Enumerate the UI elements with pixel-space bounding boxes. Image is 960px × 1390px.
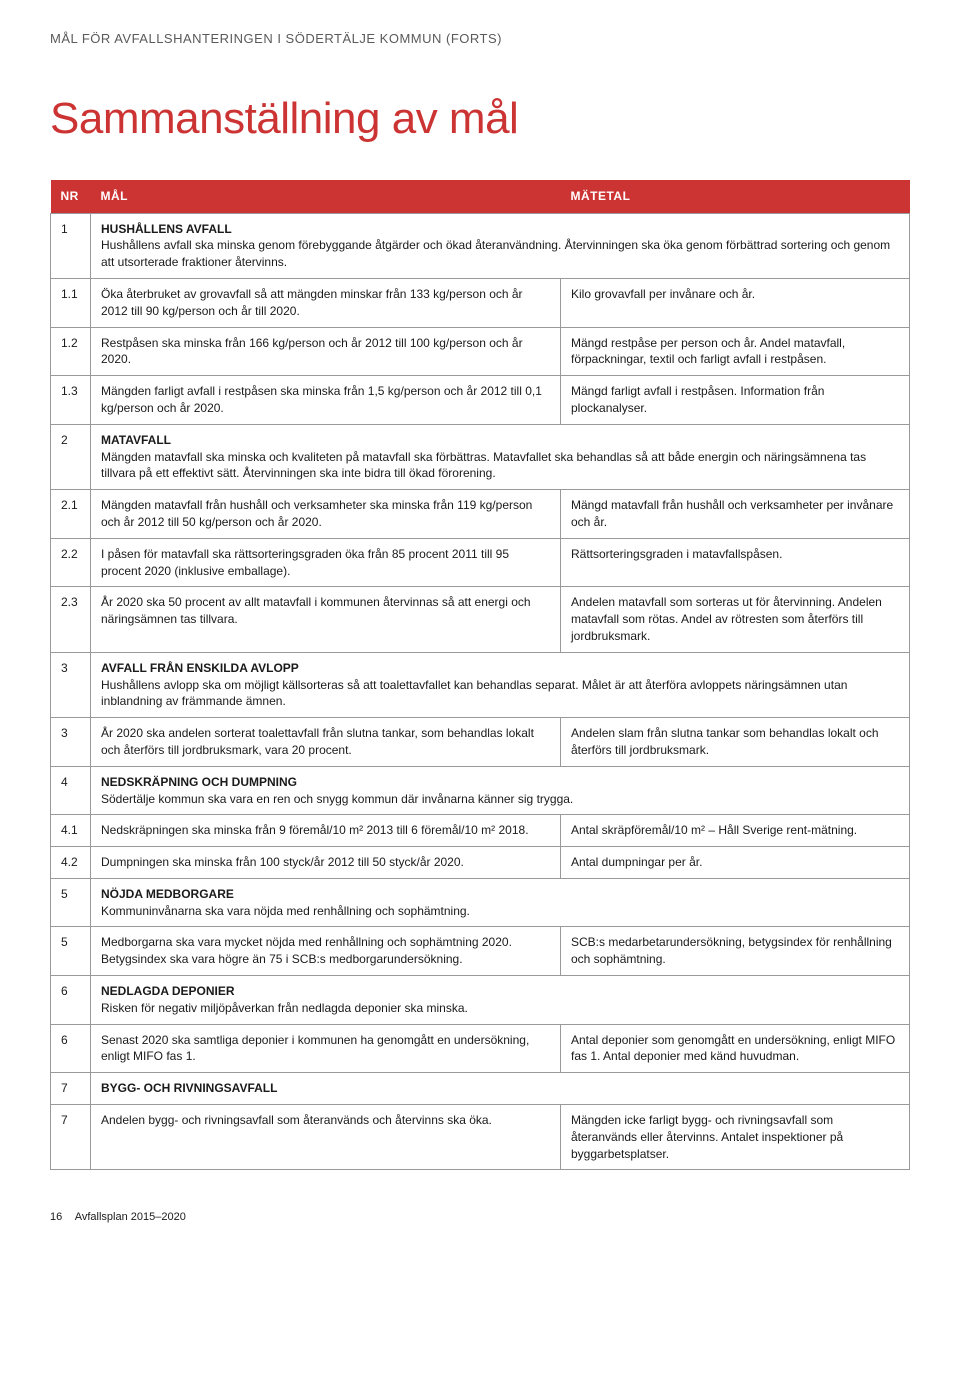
cell-nr: 2.3 <box>51 587 91 652</box>
table-row: 2.2I påsen för matavfall ska rättsorteri… <box>51 538 910 587</box>
cell-nr: 4.2 <box>51 847 91 879</box>
cell-matetal: Antal deponier som genomgått en undersök… <box>561 1024 910 1073</box>
table-row: 7Andelen bygg- och rivningsavfall som åt… <box>51 1105 910 1170</box>
table-row: 1.2Restpåsen ska minska från 166 kg/pers… <box>51 327 910 376</box>
cell-section: AVFALL FRÅN ENSKILDA AVLOPP Hushållens av… <box>91 652 910 717</box>
cell-mal: Mängden matavfall från hushåll och verks… <box>91 490 561 539</box>
section-label: NÖJDA MEDBORGARE <box>101 887 234 901</box>
cell-nr: 1.3 <box>51 376 91 425</box>
cell-nr: 6 <box>51 1024 91 1073</box>
table-row: 1 HUSHÅLLENS AVFALL Hushållens avfall ska … <box>51 213 910 278</box>
cell-nr: 5 <box>51 927 91 976</box>
cell-matetal: Mängden icke farligt bygg- och rivningsa… <box>561 1105 910 1170</box>
table-row: 3 AVFALL FRÅN ENSKILDA AVLOPP Hushållens a… <box>51 652 910 717</box>
col-nr: NR <box>51 180 91 213</box>
cell-nr: 1.1 <box>51 278 91 327</box>
section-label: HUSHÅLLENS AVFALL <box>101 222 232 236</box>
table-row: 2.3År 2020 ska 50 procent av allt matavf… <box>51 587 910 652</box>
cell-mal: Andelen bygg- och rivningsavfall som åte… <box>91 1105 561 1170</box>
cell-section: BYGG- OCH RIVNINGSAVFALL <box>91 1073 910 1105</box>
section-text: Hushållens avlopp ska om möjligt källsor… <box>101 678 847 709</box>
table-row: 5 NÖJDA MEDBORGARE Kommuninvånarna ska var… <box>51 878 910 927</box>
cell-nr: 1 <box>51 213 91 278</box>
table-row: 4.1Nedskräpningen ska minska från 9 före… <box>51 815 910 847</box>
cell-nr: 3 <box>51 652 91 717</box>
cell-nr: 7 <box>51 1073 91 1105</box>
table-header-row: NR MÅL MÄTETAL <box>51 180 910 213</box>
cell-section: NEDSKRÄPNING OCH DUMPNING Södertälje komm… <box>91 766 910 815</box>
cell-nr: 4 <box>51 766 91 815</box>
cell-matetal: Andelen slam från slutna tankar som beha… <box>561 718 910 767</box>
cell-nr: 2.2 <box>51 538 91 587</box>
table-row: 4 NEDSKRÄPNING OCH DUMPNING Södertälje kom… <box>51 766 910 815</box>
cell-section: NEDLAGDA DEPONIER Risken för negativ milj… <box>91 976 910 1025</box>
cell-matetal: Andelen matavfall som sorteras ut för åt… <box>561 587 910 652</box>
col-matetal: MÄTETAL <box>561 180 910 213</box>
section-label: MATAVFALL <box>101 433 171 447</box>
section-text: Mängden matavfall ska minska och kvalite… <box>101 450 866 481</box>
goals-table: NR MÅL MÄTETAL 1 HUSHÅLLENS AVFALL Hushåll… <box>50 180 910 1171</box>
cell-nr: 2 <box>51 424 91 489</box>
table-row: 6 NEDLAGDA DEPONIER Risken för negativ mil… <box>51 976 910 1025</box>
cell-matetal: SCB:s medarbetarundersökning, betygsinde… <box>561 927 910 976</box>
section-label: BYGG- OCH RIVNINGSAVFALL <box>101 1081 277 1095</box>
section-text: Hushållens avfall ska minska genom föreb… <box>101 238 890 269</box>
page-number: 16 <box>50 1211 62 1223</box>
cell-section: MATAVFALL Mängden matavfall ska minska oc… <box>91 424 910 489</box>
cell-matetal: Mängd matavfall från hushåll och verksam… <box>561 490 910 539</box>
cell-nr: 3 <box>51 718 91 767</box>
section-text: Risken för negativ miljöpåverkan från ne… <box>101 1001 468 1015</box>
cell-nr: 4.1 <box>51 815 91 847</box>
doc-title: Avfallsplan 2015–2020 <box>75 1211 186 1223</box>
page-footer: 16 Avfallsplan 2015–2020 <box>50 1210 910 1225</box>
table-row: 2 MATAVFALL Mängden matavfall ska minska o… <box>51 424 910 489</box>
section-text: Södertälje kommun ska vara en ren och sn… <box>101 792 573 806</box>
cell-mal: Mängden farligt avfall i restpåsen ska m… <box>91 376 561 425</box>
section-label: NEDSKRÄPNING OCH DUMPNING <box>101 775 297 789</box>
cell-mal: Dumpningen ska minska från 100 styck/år … <box>91 847 561 879</box>
table-row: 7 BYGG- OCH RIVNINGSAVFALL <box>51 1073 910 1105</box>
cell-mal: I påsen för matavfall ska rättsorterings… <box>91 538 561 587</box>
table-row: 1.3Mängden farligt avfall i restpåsen sk… <box>51 376 910 425</box>
cell-nr: 7 <box>51 1105 91 1170</box>
cell-matetal: Kilo grovavfall per invånare och år. <box>561 278 910 327</box>
col-mal: MÅL <box>91 180 561 213</box>
page: MÅL FÖR AVFALLSHANTERINGEN I SÖDERTÄLJE … <box>0 0 960 1246</box>
cell-matetal: Rättsorteringsgraden i matavfallspåsen. <box>561 538 910 587</box>
section-label: AVFALL FRÅN ENSKILDA AVLOPP <box>101 661 299 675</box>
cell-nr: 1.2 <box>51 327 91 376</box>
cell-matetal: Mängd farligt avfall i restpåsen. Inform… <box>561 376 910 425</box>
cell-mal: Nedskräpningen ska minska från 9 föremål… <box>91 815 561 847</box>
cell-matetal: Antal dumpningar per år. <box>561 847 910 879</box>
table-row: 1.1Öka återbruket av grovavfall så att m… <box>51 278 910 327</box>
section-header: MÅL FÖR AVFALLSHANTERINGEN I SÖDERTÄLJE … <box>50 30 910 48</box>
table-row: 2.1Mängden matavfall från hushåll och ve… <box>51 490 910 539</box>
cell-matetal: Antal skräpföremål/10 m² – Håll Sverige … <box>561 815 910 847</box>
cell-section: NÖJDA MEDBORGARE Kommuninvånarna ska vara… <box>91 878 910 927</box>
cell-nr: 5 <box>51 878 91 927</box>
cell-mal: Senast 2020 ska samtliga deponier i komm… <box>91 1024 561 1073</box>
cell-mal: År 2020 ska 50 procent av allt matavfall… <box>91 587 561 652</box>
cell-mal: Öka återbruket av grovavfall så att mäng… <box>91 278 561 327</box>
cell-mal: År 2020 ska andelen sorterat toalettavfa… <box>91 718 561 767</box>
table-row: 3År 2020 ska andelen sorterat toalettavf… <box>51 718 910 767</box>
table-row: 4.2Dumpningen ska minska från 100 styck/… <box>51 847 910 879</box>
cell-mal: Restpåsen ska minska från 166 kg/person … <box>91 327 561 376</box>
cell-nr: 6 <box>51 976 91 1025</box>
section-text: Kommuninvånarna ska vara nöjda med renhå… <box>101 904 470 918</box>
table-row: 6Senast 2020 ska samtliga deponier i kom… <box>51 1024 910 1073</box>
cell-section: HUSHÅLLENS AVFALL Hushållens avfall ska m… <box>91 213 910 278</box>
table-row: 5Medborgarna ska vara mycket nöjda med r… <box>51 927 910 976</box>
section-label: NEDLAGDA DEPONIER <box>101 984 235 998</box>
cell-nr: 2.1 <box>51 490 91 539</box>
page-title: Sammanställning av mål <box>50 88 910 150</box>
cell-matetal: Mängd restpåse per person och år. Andel … <box>561 327 910 376</box>
cell-mal: Medborgarna ska vara mycket nöjda med re… <box>91 927 561 976</box>
